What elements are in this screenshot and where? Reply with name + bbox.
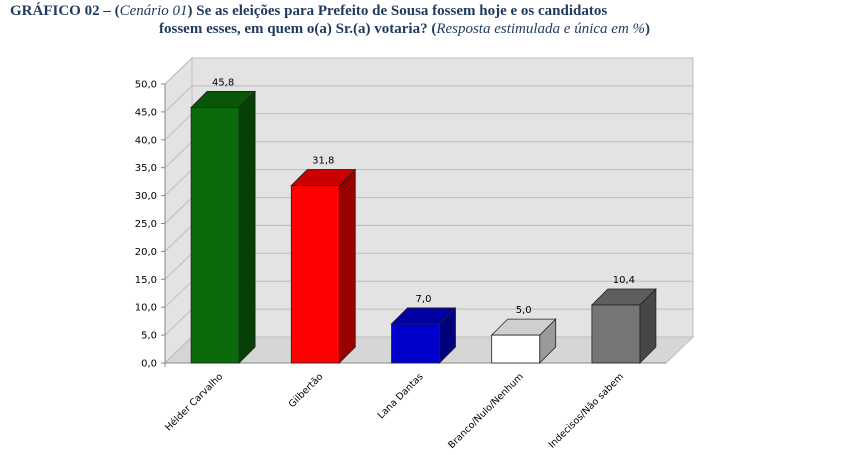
data-label: 5,0 bbox=[516, 305, 532, 316]
bar-front bbox=[190, 107, 240, 364]
bar-side bbox=[338, 168, 356, 364]
bar bbox=[590, 288, 657, 364]
y-tick-label: 30,0 bbox=[135, 191, 157, 202]
y-tick-label: 40,0 bbox=[135, 135, 157, 146]
category-labels: Hélder Carvalho Gilbertão Lana Dantas Branc… bbox=[163, 371, 626, 451]
y-tick-label: 45,0 bbox=[135, 107, 157, 118]
gridline bbox=[164, 85, 693, 113]
data-label: 7,0 bbox=[416, 294, 432, 305]
bars bbox=[190, 90, 657, 364]
title-suffix: ) bbox=[645, 21, 651, 37]
y-tick-label: 10,0 bbox=[135, 303, 157, 314]
title-part2: fossem esses, em quem o(a) Sr.(a) votari… bbox=[159, 21, 437, 37]
gridline bbox=[164, 57, 693, 85]
y-tick-label: 50,0 bbox=[135, 80, 157, 91]
chart-title: GRÁFICO 02 – (Cenário 01) Se as eleições… bbox=[10, 2, 845, 38]
bar-front bbox=[591, 304, 641, 364]
category-label: Indecisos/Não sabem bbox=[547, 371, 626, 450]
bar-front bbox=[491, 334, 541, 364]
bar bbox=[390, 306, 457, 364]
title-part1: ) Se as eleições para Prefeito de Sousa … bbox=[187, 3, 608, 19]
title-prefix: GRÁFICO 02 – ( bbox=[10, 3, 120, 19]
bar-front bbox=[290, 185, 340, 364]
data-label: 45,8 bbox=[212, 77, 234, 88]
y-axis-ticks: 0,0 5,0 10,0 15,0 20,0 25,0 30,0 35,0 40,0 45,0 50… bbox=[135, 80, 165, 370]
bar bbox=[490, 318, 557, 364]
bar bbox=[290, 168, 357, 364]
category-label: Hélder Carvalho bbox=[163, 371, 225, 433]
y-tick-label: 15,0 bbox=[135, 275, 157, 286]
y-tick-label: 5,0 bbox=[141, 331, 157, 342]
category-label: Gilbertão bbox=[287, 371, 326, 410]
y-tick-label: 20,0 bbox=[135, 247, 157, 258]
data-label: 31,8 bbox=[312, 156, 334, 167]
title-note: Resposta estimulada e única em % bbox=[436, 21, 646, 37]
title-line-1: GRÁFICO 02 – (Cenário 01) Se as eleições… bbox=[10, 2, 845, 20]
data-label: 10,4 bbox=[613, 275, 635, 286]
y-tick-label: 25,0 bbox=[135, 219, 157, 230]
category-label: Branco/Nulo/Nenhum bbox=[446, 371, 526, 451]
title-line-2: fossem esses, em quem o(a) Sr.(a) votari… bbox=[10, 20, 845, 38]
data-labels: 45,8 31,8 7,0 5,0 10,4 bbox=[212, 77, 635, 316]
category-label: Lana Dantas bbox=[376, 371, 426, 421]
y-tick-label: 35,0 bbox=[135, 163, 157, 174]
bar-side bbox=[238, 90, 256, 364]
y-tick-label: 0,0 bbox=[141, 359, 157, 370]
bar-front bbox=[391, 323, 440, 364]
bar bbox=[190, 90, 257, 364]
title-scenario: Cenário 01 bbox=[119, 3, 188, 19]
